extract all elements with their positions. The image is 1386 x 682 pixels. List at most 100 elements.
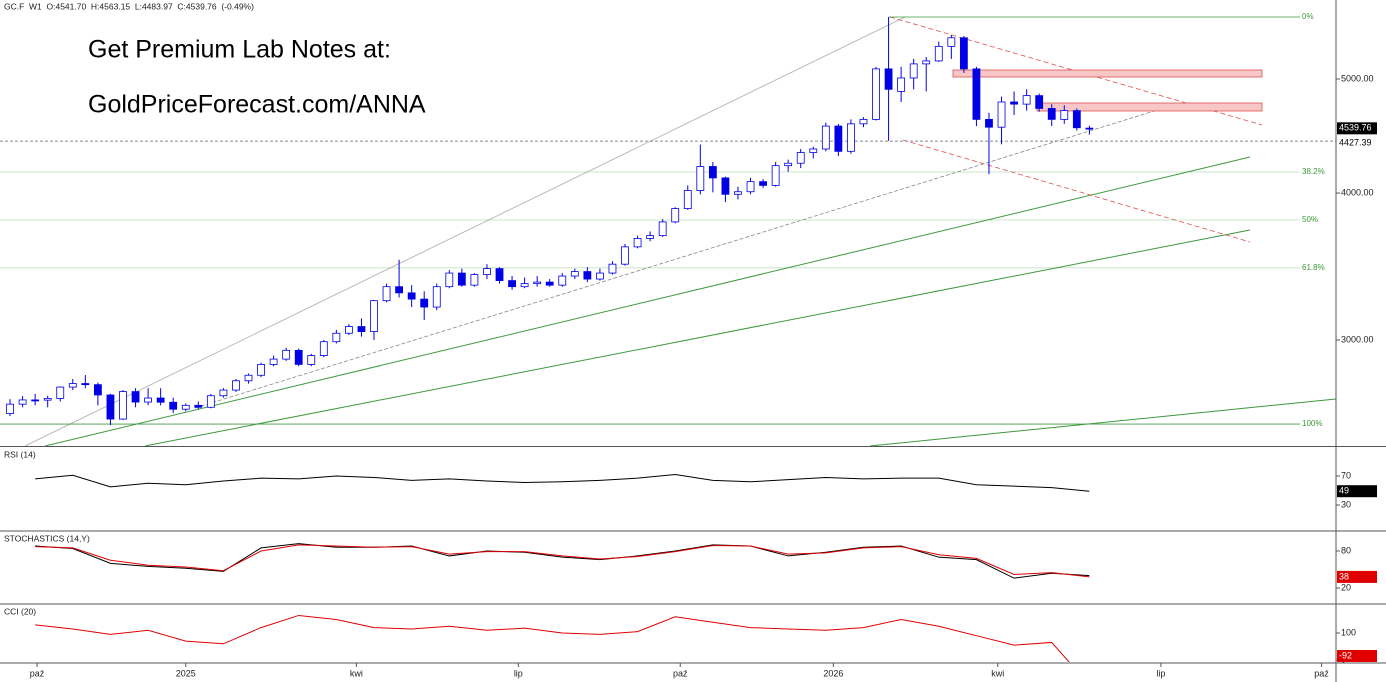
candle-body	[683, 190, 692, 209]
candle-body	[307, 355, 316, 365]
candle-body	[269, 358, 278, 365]
candle-body	[319, 341, 328, 356]
candle-body	[508, 280, 516, 288]
candle-body	[457, 272, 466, 286]
candle-body	[746, 181, 755, 193]
candle-body	[420, 298, 429, 308]
trend-line	[194, 102, 1181, 409]
candle-body	[570, 271, 579, 277]
candle-body	[884, 68, 893, 90]
candle-body	[156, 397, 165, 403]
annotation: GoldPriceForecast.com/ANNA	[88, 91, 426, 119]
candle-body	[18, 399, 27, 405]
x-tick-label: kwi	[991, 668, 1004, 678]
candle-body	[332, 332, 341, 343]
candle-body	[759, 181, 767, 186]
fib-label: 61.8%	[1302, 263, 1325, 272]
candle-body	[407, 292, 416, 300]
candle-body	[872, 68, 880, 120]
candle-body	[169, 401, 178, 410]
candle-body	[1010, 101, 1018, 105]
panel-title: CCI (20)	[4, 606, 36, 616]
x-tick-label: 2026	[823, 668, 843, 678]
candle-body	[696, 166, 705, 191]
x-tick-label: paź	[30, 668, 45, 678]
candle-body	[244, 374, 253, 382]
candle-body	[6, 403, 14, 414]
last-value: 38	[1339, 571, 1349, 581]
last-value: 49	[1339, 486, 1349, 496]
candle-body	[106, 394, 115, 420]
candle-body	[796, 152, 805, 164]
candle-body	[708, 166, 717, 179]
candle-body	[181, 404, 190, 410]
panel-title: STOCHASTICS (14,Y)	[4, 533, 90, 543]
candle-body	[1085, 127, 1094, 130]
y-tick-label: 80	[1341, 545, 1351, 555]
candle-body	[821, 125, 830, 150]
candle-body	[470, 274, 479, 286]
level-price: 4427.39	[1339, 138, 1372, 148]
candle-body	[533, 281, 542, 285]
candle-body	[734, 191, 742, 195]
fib-label: 50%	[1302, 215, 1318, 224]
candle-body	[68, 383, 77, 388]
candle-body	[194, 404, 203, 408]
fib-label: 100%	[1302, 419, 1322, 428]
candle-body	[144, 397, 152, 403]
candle-body	[545, 281, 554, 286]
candle-body	[520, 283, 529, 288]
candle-body	[834, 125, 843, 152]
resistance-zone	[1036, 102, 1263, 112]
candle-body	[922, 60, 931, 65]
y-tick-label: 3000.00	[1341, 334, 1374, 344]
candle-body	[959, 37, 968, 70]
candle-body	[621, 246, 629, 265]
candle-body	[596, 272, 604, 280]
candle-body	[671, 208, 680, 223]
y-tick-label: 4000.00	[1341, 187, 1374, 197]
x-tick-label: paź	[673, 668, 688, 678]
candle-body	[847, 123, 855, 152]
candle-body	[997, 101, 1006, 128]
candle-body	[646, 235, 655, 239]
last-value: -92	[1339, 650, 1352, 660]
candle-body	[809, 148, 818, 153]
candle-body	[93, 384, 102, 396]
y-tick-label: 20	[1341, 582, 1351, 592]
x-tick-label: 2025	[176, 668, 196, 678]
candle-body	[206, 395, 215, 408]
candle-body	[56, 386, 65, 399]
candle-body	[859, 118, 868, 125]
candle-body	[370, 300, 378, 332]
candle-body	[1022, 95, 1031, 105]
candle-body	[445, 272, 454, 288]
indicator-line	[35, 474, 1090, 492]
candle-body	[219, 389, 228, 397]
candle-body	[43, 398, 52, 401]
trend-line	[144, 229, 1251, 447]
last-value-box	[1337, 650, 1377, 662]
candle-body	[909, 63, 918, 79]
chart-header: GC.F W1 O:4541.70 H:4563.15 L:4483.97 C:…	[4, 1, 254, 11]
candle-body	[947, 37, 956, 47]
candle-body	[382, 286, 391, 302]
candle-body	[232, 380, 240, 391]
candle-body	[972, 68, 981, 120]
last-price-box	[1337, 122, 1377, 135]
indicator-line	[35, 614, 1070, 662]
candle-body	[784, 162, 793, 167]
candle-body	[985, 118, 993, 128]
fib-label: 38.2%	[1302, 167, 1325, 176]
candle-body	[432, 286, 441, 308]
candle-body	[658, 221, 667, 237]
candle-body	[583, 271, 592, 280]
x-tick-label: kwi	[350, 668, 363, 678]
candle-body	[558, 275, 567, 286]
candle-body	[31, 399, 40, 402]
y-tick-label: 5000.00	[1341, 73, 1374, 83]
candle-body	[897, 77, 906, 92]
trend-line	[869, 398, 1337, 447]
resistance-zone	[952, 69, 1263, 78]
